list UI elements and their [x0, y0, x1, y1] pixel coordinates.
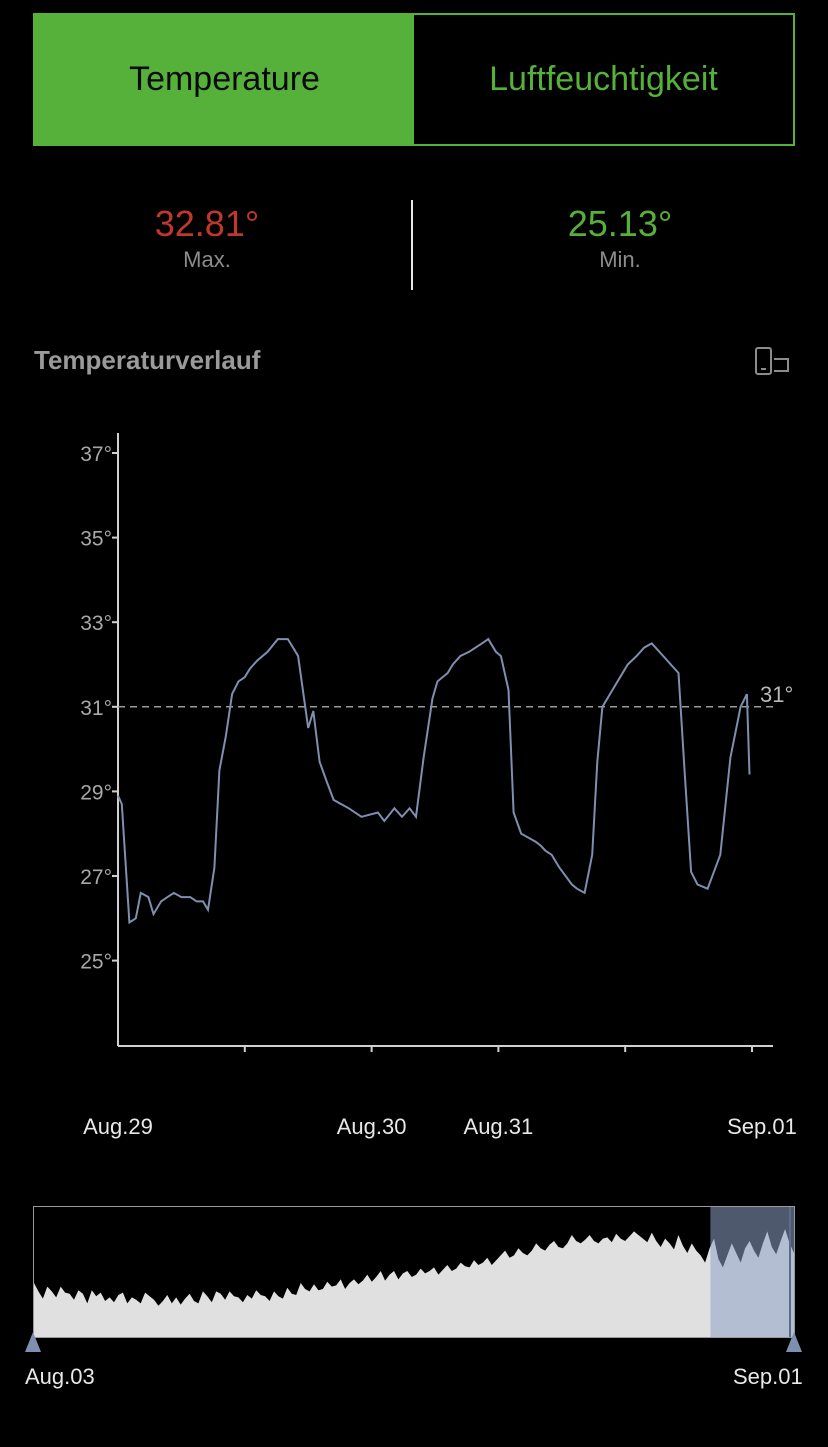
min-label: Min. [599, 247, 641, 272]
navigator-end-handle[interactable] [786, 1332, 802, 1352]
x-date-label: Aug.31 [463, 1114, 534, 1139]
max-value: 32.81° [154, 203, 260, 244]
x-date-label: Sep.01 [727, 1114, 797, 1139]
max-stat: 32.81° Max. [57, 200, 357, 272]
range-navigator[interactable] [0, 1200, 828, 1360]
x-date-label: Aug.30 [336, 1114, 407, 1139]
threshold-label: 31° [760, 682, 793, 707]
rotate-screen-icon[interactable] [752, 345, 792, 379]
y-tick-label: 29° [80, 781, 112, 804]
section-title: Temperaturverlauf [34, 345, 261, 375]
y-tick-label: 25° [80, 951, 112, 974]
tab-temperature[interactable]: Temperature [35, 15, 414, 144]
temperature-series-line [117, 637, 751, 925]
min-value: 25.13° [567, 203, 673, 244]
stats-divider [411, 200, 413, 290]
temperature-chart: 37°35°33°31°29°27°25° 07:4222:2613:1003:… [80, 433, 793, 1052]
tab-luftfeuchtigkeit[interactable]: Luftfeuchtigkeit [414, 15, 793, 144]
x-date-label: Aug.29 [83, 1114, 153, 1139]
stats-summary: 32.81° Max. 25.13° Min. [0, 200, 828, 290]
metric-tabs: Temperature Luftfeuchtigkeit [33, 13, 795, 146]
navigator-area [34, 1229, 794, 1337]
y-tick-label: 35° [80, 528, 112, 551]
y-tick-label: 27° [80, 866, 112, 889]
navigator-end-label: Sep.01 [733, 1364, 803, 1389]
max-label: Max. [183, 247, 231, 272]
min-stat: 25.13° Min. [470, 200, 770, 272]
navigator-window[interactable] [710, 1207, 794, 1337]
y-tick-label: 33° [80, 612, 112, 635]
y-tick-label: 37° [80, 443, 112, 466]
navigator-start-label: Aug.03 [25, 1364, 95, 1389]
navigator-start-handle[interactable] [25, 1332, 41, 1352]
y-tick-label: 31° [80, 697, 112, 720]
